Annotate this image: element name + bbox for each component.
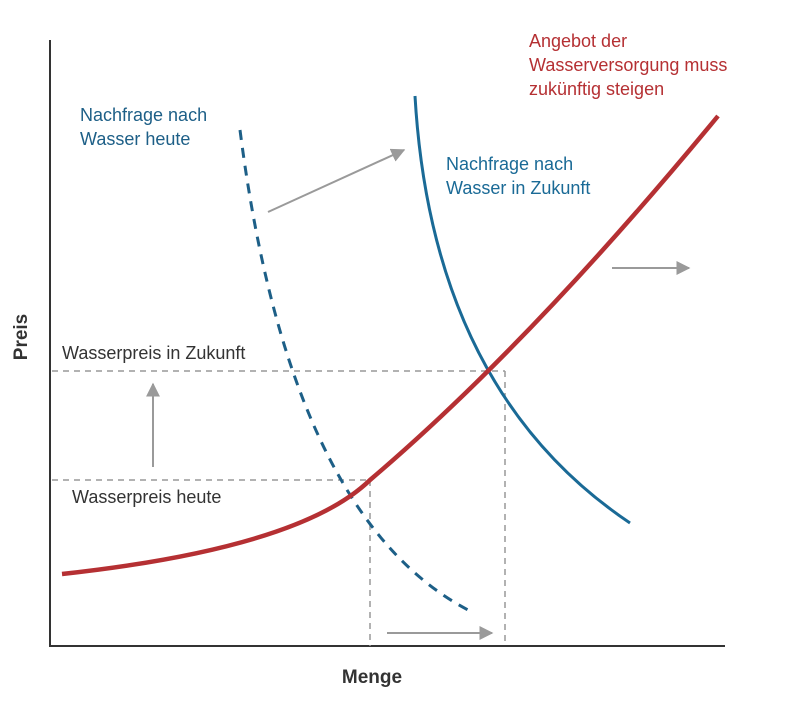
demand-today-curve — [238, 129, 473, 614]
price-today-label: Wasserpreis heute — [72, 487, 221, 507]
supply-label: Angebot der Wasserversorgung muss zukünf… — [529, 31, 732, 99]
demand-future-curve — [413, 95, 631, 525]
price-future-label: Wasserpreis in Zukunft — [62, 343, 245, 363]
y-axis-label: Preis — [11, 314, 32, 360]
demand-shift-arrow — [267, 148, 406, 213]
x-axis-label: Menge — [342, 667, 402, 688]
demand-today-label: Nachfrage nach Wasser heute — [80, 105, 212, 149]
supply-curve — [61, 114, 720, 577]
demand-future-label: Nachfrage nach Wasser in Zukunft — [446, 154, 590, 198]
